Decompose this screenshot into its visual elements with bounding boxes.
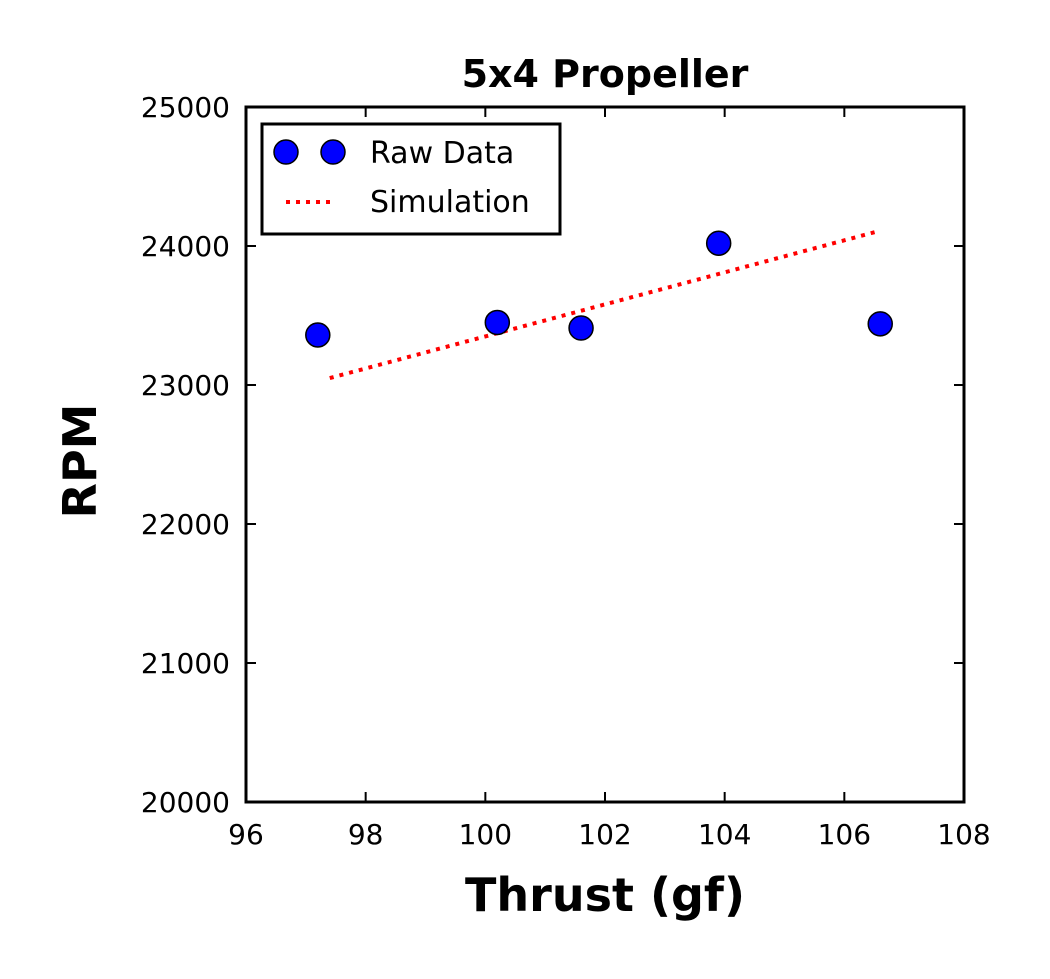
raw-data-point-1 xyxy=(484,309,511,336)
legend-box xyxy=(260,122,562,236)
raw-data-point-2 xyxy=(568,315,594,341)
chart-title: 5x4 Propeller xyxy=(462,52,749,96)
legend-simulation-label: Simulation xyxy=(370,185,530,220)
raw-data-point-4 xyxy=(867,311,893,337)
x-tick-label-0: 96 xyxy=(228,818,264,851)
x-tick-label-3: 102 xyxy=(578,818,631,851)
raw-data-points-layer xyxy=(305,230,893,348)
y-tick-label-0: 20000 xyxy=(141,786,230,819)
y-tick-label-2: 22000 xyxy=(141,508,230,541)
x-tick-label-6: 108 xyxy=(937,818,990,851)
plot-frame xyxy=(244,105,966,804)
y-tick-label-5: 25000 xyxy=(141,91,230,124)
x-axis-title: Thrust (gf) xyxy=(465,868,745,922)
axis-ticks: 96 98 100 102 104 106 108 20000 21000 22000 23000 2… xyxy=(141,91,991,851)
y-tick-label-4: 24000 xyxy=(141,230,230,263)
legend: Raw Data Simulation xyxy=(260,122,562,236)
x-tick-label-2: 100 xyxy=(459,818,512,851)
x-tick-label-4: 104 xyxy=(698,818,751,851)
raw-data-point-0 xyxy=(305,322,331,348)
y-axis-title: RPM xyxy=(53,404,107,519)
legend-raw-data-marker-1 xyxy=(273,139,299,165)
x-tick-label-5: 106 xyxy=(818,818,871,851)
x-tick-label-1: 98 xyxy=(348,818,384,851)
legend-raw-data-marker-2 xyxy=(320,139,346,165)
y-tick-label-1: 21000 xyxy=(141,647,230,680)
y-tick-label-3: 23000 xyxy=(141,369,230,402)
raw-data-point-3 xyxy=(705,230,732,256)
legend-raw-data-label: Raw Data xyxy=(370,136,514,171)
